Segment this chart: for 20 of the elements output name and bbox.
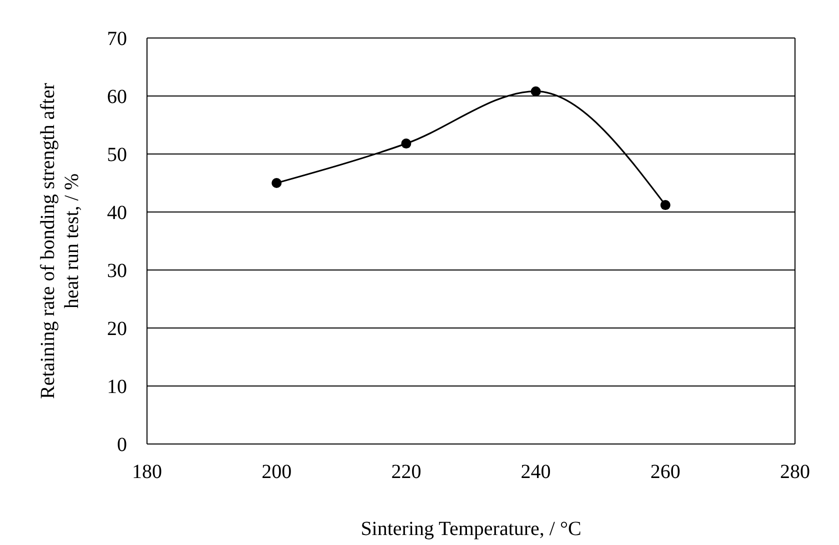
x-tick-label: 260	[650, 461, 680, 484]
y-tick-label: 30	[107, 260, 127, 282]
y-tick-label: 10	[107, 376, 127, 398]
y-tick-label: 70	[107, 28, 127, 50]
x-axis-title: Sintering Temperature, / °C	[360, 518, 582, 540]
x-tick-label: 220	[391, 461, 422, 484]
x-tick-label: 180	[132, 461, 162, 484]
point	[401, 138, 412, 149]
y-axis-title: Retaining rate of bonding strength after heat run test, / %	[36, 82, 84, 402]
y-tick-label: 50	[107, 144, 127, 166]
y-tick-label: 40	[107, 202, 127, 224]
y-tick-label: 20	[107, 318, 127, 340]
x-tick-label: 240	[520, 461, 551, 484]
point	[530, 86, 541, 96]
y-tick-label: 60	[107, 86, 127, 108]
point	[660, 200, 670, 210]
x-tick-label: 280	[780, 461, 810, 484]
y-tick-label: 0	[117, 434, 127, 456]
point	[272, 178, 282, 188]
x-tick-label: 200	[262, 461, 292, 484]
